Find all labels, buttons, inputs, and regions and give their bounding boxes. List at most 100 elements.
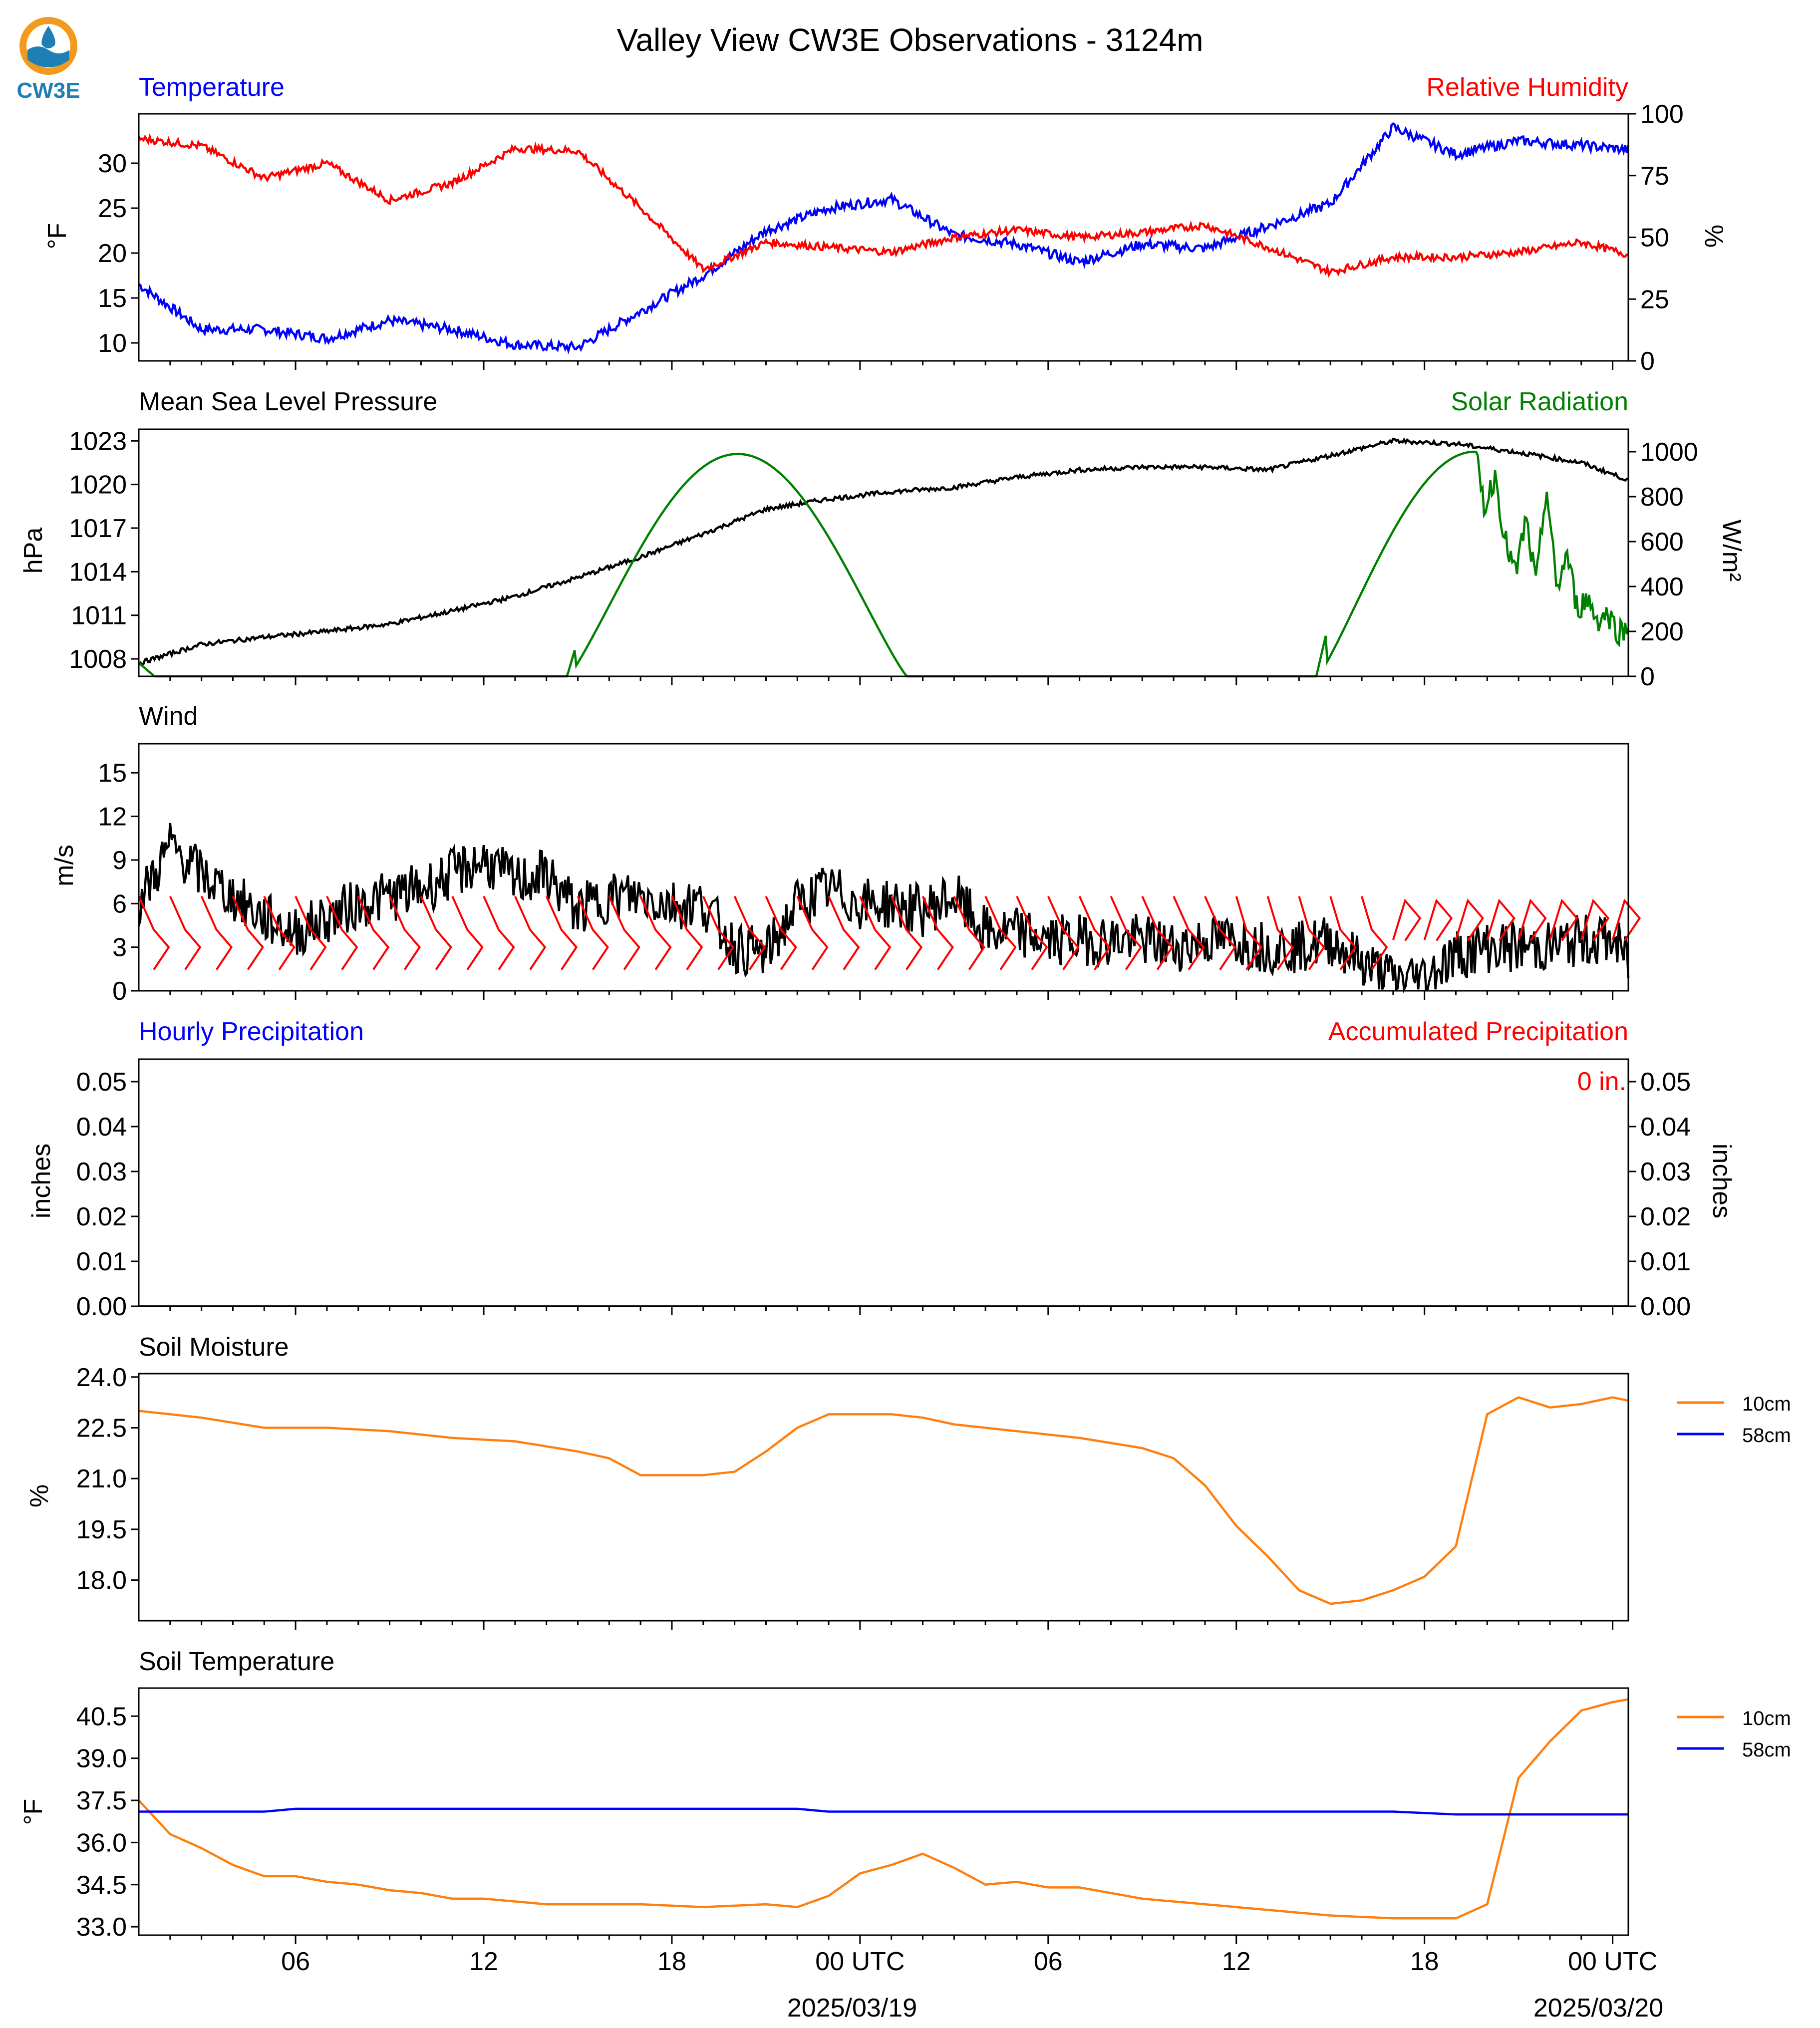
- wind-barb: [733, 895, 766, 970]
- legend-label-10cm: 10cm: [1742, 1393, 1791, 1415]
- plot-frame: [138, 1687, 1629, 1936]
- wind-barb: [1549, 898, 1578, 941]
- x-tick-label: 18: [1410, 1947, 1439, 1976]
- y-tick-label: 33.0: [76, 1913, 127, 1942]
- wind-barb: [200, 895, 233, 970]
- y-tick-label: 3: [112, 933, 127, 962]
- wind-barb: [984, 895, 1017, 970]
- wind-barb: [671, 895, 703, 970]
- wind-barb: [1298, 896, 1325, 970]
- wind-barb: [890, 895, 923, 970]
- panel-title-wind: Wind: [139, 702, 198, 731]
- wind-barb: [545, 895, 578, 970]
- wind-barb: [639, 895, 672, 970]
- plot-frame: [138, 428, 1629, 677]
- panel-title-accum-precip: Accumulated Precipitation: [1328, 1017, 1628, 1046]
- wind-barb: [1580, 898, 1610, 941]
- wind-barb: [1016, 895, 1048, 970]
- panel-title-temperature: Temperature: [139, 73, 285, 102]
- y-tick-label-right: 0: [1640, 347, 1655, 376]
- date-label-2: 2025/03/20: [1533, 1994, 1663, 2023]
- panel-title-soil-temperature: Soil Temperature: [139, 1647, 334, 1676]
- x-tick-label: 06: [281, 1947, 310, 1976]
- y-tick-label-right: 200: [1640, 617, 1684, 646]
- wind-barb: [1173, 895, 1205, 970]
- wind-barb: [357, 895, 390, 970]
- y-tick-label: 0: [112, 977, 127, 1006]
- series-line-mean-sea-level-pressure: [138, 437, 1629, 666]
- series-line-10cm: [138, 1396, 1629, 1605]
- logo-drop-icon: [41, 26, 55, 48]
- wind-barb: [483, 895, 515, 970]
- y-tick-label-right: 100: [1640, 100, 1684, 129]
- y-tick-label: 1017: [69, 514, 127, 543]
- wind-barb: [1423, 898, 1453, 941]
- series-line-temperature: [138, 122, 1630, 355]
- y-tick-label: 19.5: [76, 1515, 127, 1544]
- figure-title: Valley View CW3E Observations - 3124m: [617, 22, 1204, 58]
- legend-label-58cm: 58cm: [1742, 1739, 1791, 1761]
- wind-barb: [1517, 898, 1547, 941]
- y-tick-label-right: 0.01: [1640, 1247, 1691, 1276]
- wind-barb: [765, 895, 797, 970]
- soil-temperature-legend: 10cm 58cm: [1677, 1708, 1791, 1761]
- y-tick-label: 0.00: [76, 1292, 127, 1321]
- y-tick-label: 36.0: [76, 1828, 127, 1857]
- date-label-1: 2025/03/19: [787, 1994, 917, 2023]
- ylabel-precip-right: inches: [1707, 1144, 1736, 1218]
- cw3e-logo: CW3E: [16, 17, 80, 103]
- panel-title-soil-moisture: Soil Moisture: [139, 1333, 289, 1362]
- y-tick-label: 20: [98, 239, 127, 268]
- ylabel-temperature: °F: [43, 223, 72, 250]
- y-tick-label: 1011: [71, 601, 127, 630]
- y-tick-label: 10: [98, 329, 127, 358]
- wind-barb: [1141, 895, 1174, 970]
- legend-label-58cm: 58cm: [1742, 1425, 1791, 1447]
- y-tick-label-right: 1000: [1640, 438, 1698, 467]
- wind-barb: [1266, 896, 1294, 970]
- wind-barbs: [138, 895, 1641, 970]
- panel-title-solar-radiation: Solar Radiation: [1451, 387, 1628, 416]
- y-tick-label: 15: [98, 759, 127, 788]
- temperature-humidity-panel: Temperature Relative Humidity °F % 10 15 2…: [43, 73, 1728, 376]
- wind-panel: Wind m/s 0 3 6 9 12 15: [50, 702, 1641, 1006]
- y-tick-label: 1020: [69, 471, 127, 500]
- y-tick-label: 37.5: [76, 1786, 127, 1815]
- precipitation-panel: Hourly Precipitation Accumulated Precipi…: [27, 1017, 1736, 1321]
- y-tick-label: 30: [98, 149, 127, 178]
- y-tick-label: 39.0: [76, 1744, 127, 1773]
- y-tick-label: 24.0: [76, 1363, 127, 1392]
- wind-barb: [1078, 895, 1111, 970]
- wind-barb: [1204, 895, 1236, 970]
- wind-barb: [451, 895, 484, 970]
- logo-wave-icon: [27, 46, 69, 67]
- x-tick-label: 12: [469, 1947, 498, 1976]
- wind-barb: [1392, 898, 1422, 941]
- y-tick-label-right: 0.04: [1640, 1113, 1691, 1142]
- y-tick-label-right: 50: [1640, 224, 1669, 253]
- x-tick-label: 12: [1222, 1947, 1251, 1976]
- wind-barb: [1361, 896, 1388, 970]
- y-tick-label-right: 0.00: [1640, 1292, 1691, 1321]
- y-tick-label: 0.04: [76, 1113, 127, 1142]
- wind-barb: [702, 895, 735, 970]
- series-line-58cm: [139, 1807, 1628, 1816]
- y-tick-label: 21.0: [76, 1464, 127, 1493]
- y-tick-label: 22.5: [76, 1414, 127, 1443]
- y-tick-label: 1014: [69, 558, 127, 586]
- x-tick-label: 18: [657, 1947, 686, 1976]
- logo-text: CW3E: [16, 78, 80, 103]
- y-tick-label-right: 0.05: [1640, 1068, 1691, 1097]
- x-tick-label: 00 UTC: [815, 1947, 905, 1976]
- soil-moisture-legend: 10cm 58cm: [1677, 1393, 1791, 1447]
- y-tick-label-right: 75: [1640, 162, 1669, 191]
- legend-label-10cm: 10cm: [1742, 1708, 1791, 1730]
- precip-total-annotation: 0 in.: [1577, 1067, 1626, 1096]
- y-tick-label-right: 0.02: [1640, 1202, 1691, 1231]
- wind-barb: [1110, 895, 1142, 970]
- y-tick-label: 15: [98, 284, 127, 313]
- y-tick-label: 25: [98, 194, 127, 223]
- series-line-solar-radiation: [138, 450, 1630, 678]
- plot-frame: [138, 1058, 1629, 1307]
